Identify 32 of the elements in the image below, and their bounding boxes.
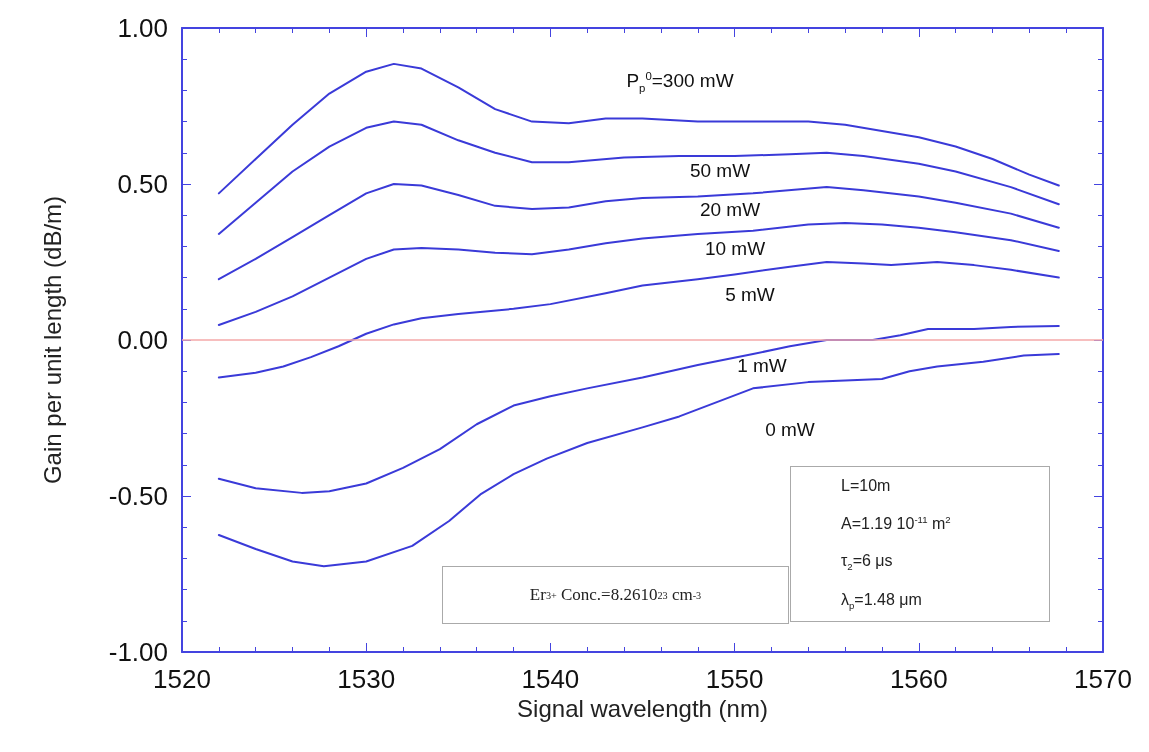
x-tick-label: 1530 — [337, 664, 396, 694]
series-label: 0 mW — [765, 419, 815, 441]
series-label: 20 mW — [699, 199, 761, 221]
series-label: 1 mW — [737, 355, 787, 377]
line-series — [217, 324, 1060, 494]
x-tick-label: 1520 — [153, 664, 211, 694]
y-tick-label: -0.50 — [108, 481, 168, 511]
annotation: A=1.19 10$^{-11}$ m$^{2}$ — [841, 513, 952, 533]
note-box: Er$^{3+}$ Conc.=8.2610$^{23}$ cm$^{-3}$ — [442, 566, 789, 624]
y-tick-label: 1.00 — [117, 13, 168, 43]
series-label: 50 mW — [689, 160, 751, 182]
x-tick-label: 1550 — [705, 664, 764, 694]
line-series — [217, 261, 1060, 379]
y-tick-label: 0.50 — [117, 169, 168, 199]
x-tick-label: 1540 — [521, 664, 580, 694]
x-tick-label: 1560 — [889, 664, 948, 694]
line-series — [217, 120, 1060, 235]
annotation: λ$_{p}$=1.48 μm — [841, 591, 923, 612]
x-tick-label: 1570 — [1074, 664, 1132, 694]
y-tick-label: -1.00 — [108, 637, 168, 667]
y-axis-title: Gain per unit length (dB/m) — [38, 195, 66, 485]
line-series — [217, 183, 1060, 281]
line-series — [217, 62, 1060, 195]
line-series — [217, 222, 1060, 327]
series-label: 5 mW — [725, 284, 775, 306]
series-label: 10 mW — [704, 238, 766, 260]
line-series — [217, 353, 1060, 568]
x-axis-title: Signal wavelength (nm) — [517, 695, 768, 723]
annotation: L=10m — [841, 476, 892, 495]
y-tick-label: 0.00 — [117, 325, 168, 355]
annotation: τ$_{2}$=6 μs — [841, 551, 894, 573]
series-label: P$_{p}$$^{0}$=300 mW — [626, 69, 734, 95]
